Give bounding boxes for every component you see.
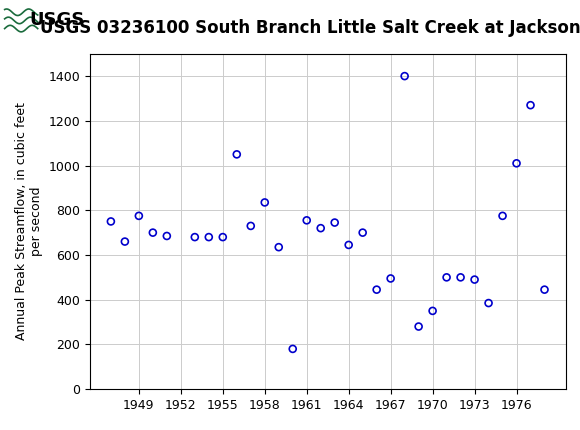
- Point: [484, 300, 493, 307]
- Point: [344, 242, 353, 249]
- Point: [106, 218, 115, 225]
- Point: [190, 233, 200, 240]
- Point: [232, 151, 241, 158]
- Text: USGS 03236100 South Branch Little Salt Creek at Jackson OH: USGS 03236100 South Branch Little Salt C…: [41, 18, 580, 37]
- Point: [288, 345, 298, 352]
- Point: [526, 102, 535, 109]
- Point: [456, 274, 465, 281]
- Point: [302, 217, 311, 224]
- Point: [498, 212, 507, 219]
- Point: [204, 233, 213, 240]
- Point: [148, 229, 158, 236]
- FancyBboxPatch shape: [3, 3, 87, 38]
- Point: [358, 229, 367, 236]
- Point: [162, 233, 172, 240]
- Point: [330, 219, 339, 226]
- Point: [246, 222, 255, 229]
- Point: [428, 307, 437, 314]
- Point: [442, 274, 451, 281]
- Point: [316, 225, 325, 232]
- Point: [540, 286, 549, 293]
- Point: [260, 199, 269, 206]
- Point: [372, 286, 381, 293]
- Point: [120, 238, 129, 245]
- Text: USGS: USGS: [29, 12, 85, 29]
- Point: [134, 212, 143, 219]
- Point: [274, 244, 284, 251]
- Point: [470, 276, 479, 283]
- Point: [414, 323, 423, 330]
- Point: [512, 160, 521, 167]
- Point: [386, 275, 396, 282]
- Y-axis label: Annual Peak Streamflow, in cubic feet
per second: Annual Peak Streamflow, in cubic feet pe…: [14, 102, 43, 341]
- Point: [218, 233, 227, 240]
- Point: [400, 73, 409, 80]
